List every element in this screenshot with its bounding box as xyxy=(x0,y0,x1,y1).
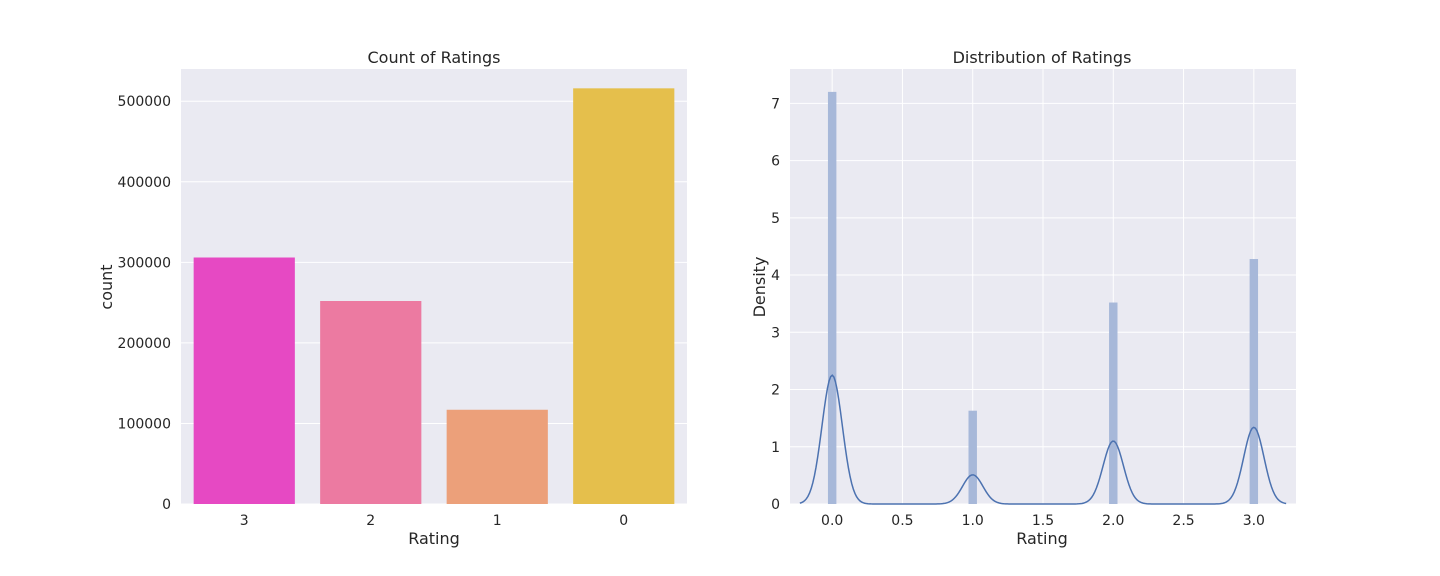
histogram-x-axis-label: Rating xyxy=(1016,529,1068,548)
histogram-y-axis-label: Density xyxy=(750,257,769,318)
histogram-x-tick-label: 1.5 xyxy=(1032,513,1054,529)
bar-chart-y-tick-label: 300000 xyxy=(118,255,171,271)
bar xyxy=(573,88,675,504)
bar-chart-bars xyxy=(193,88,675,504)
bar-chart-y-tick-labels: 0 100000 200000 300000 400000 500000 xyxy=(118,94,171,513)
histogram-y-tick-label: 0 xyxy=(771,497,780,513)
bar-chart-y-tick-label: 200000 xyxy=(118,336,171,352)
histogram-bar xyxy=(827,91,837,504)
bar-chart-title: Count of Ratings xyxy=(367,48,500,67)
histogram-y-tick-label: 3 xyxy=(771,325,780,341)
bar-chart-x-tick-labels: 3 2 1 0 xyxy=(240,513,628,529)
histogram-kde-line xyxy=(799,374,1287,505)
histogram-x-tick-label: 2.0 xyxy=(1102,513,1124,529)
bar-chart-y-tick-label: 500000 xyxy=(118,94,171,110)
histogram-bar xyxy=(968,410,977,504)
histogram-y-tick-label: 1 xyxy=(771,440,780,456)
histogram-y-tick-label: 7 xyxy=(771,96,780,112)
histogram-bar xyxy=(1109,302,1118,504)
bar xyxy=(320,301,422,504)
bar-chart-x-tick-label: 0 xyxy=(619,513,628,529)
histogram-bar xyxy=(1249,259,1259,504)
histogram-x-tick-labels: 0.0 0.5 1.0 1.5 2.0 2.5 3.0 xyxy=(821,513,1265,529)
histogram-y-tick-label: 4 xyxy=(771,268,780,284)
bar-chart-x-tick-label: 1 xyxy=(493,513,502,529)
bar xyxy=(193,257,295,504)
bar-chart: 0 100000 200000 300000 400000 500000 3 2 1 0 Cou… xyxy=(97,48,687,548)
histogram-title: Distribution of Ratings xyxy=(953,48,1132,67)
histogram-y-tick-label: 2 xyxy=(771,383,780,399)
bar xyxy=(446,409,548,504)
histogram-x-tick-label: 1.0 xyxy=(962,513,984,529)
histogram-y-tick-label: 6 xyxy=(771,154,780,170)
bar-chart-y-tick-label: 0 xyxy=(162,497,171,513)
histogram-x-tick-label: 3.0 xyxy=(1243,513,1265,529)
bar-chart-x-axis-label: Rating xyxy=(408,529,460,548)
histogram-x-tick-label: 0.5 xyxy=(891,513,913,529)
histogram-bars xyxy=(827,91,1259,504)
bar-chart-y-axis-label: count xyxy=(97,264,116,309)
bar-chart-y-tick-label: 100000 xyxy=(118,416,171,432)
bar-chart-x-tick-label: 2 xyxy=(366,513,375,529)
histogram-chart: 0 1 2 3 4 5 6 7 0.0 0.5 1.0 1.5 2.0 2.5 3.0 Distribut… xyxy=(750,48,1296,548)
bar-chart-x-tick-label: 3 xyxy=(240,513,249,529)
histogram-x-tick-label: 0.0 xyxy=(821,513,843,529)
bar-chart-y-tick-label: 400000 xyxy=(118,175,171,191)
histogram-y-tick-label: 5 xyxy=(771,211,780,227)
histogram-x-tick-label: 2.5 xyxy=(1172,513,1194,529)
histogram-y-tick-labels: 0 1 2 3 4 5 6 7 xyxy=(771,96,780,513)
